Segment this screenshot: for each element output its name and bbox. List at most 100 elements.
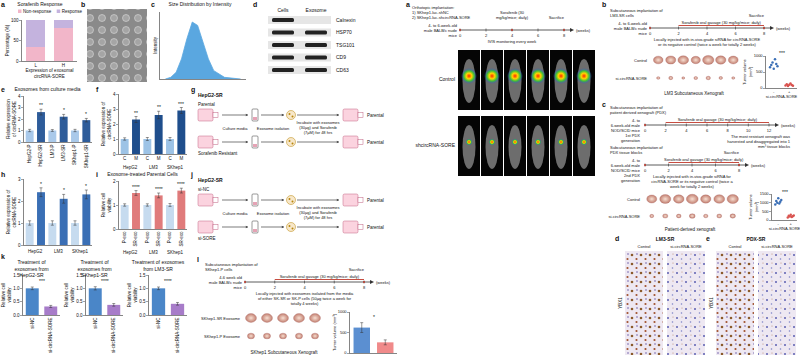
svg-text:mm³ tissue blocks: mm³ tissue blocks: [758, 144, 790, 149]
svg-text:***: ***: [178, 101, 184, 107]
svg-text:1000: 1000: [760, 200, 770, 205]
svg-text:2: 2: [485, 33, 488, 38]
svg-text:0.0: 0.0: [13, 313, 20, 318]
svg-text:PDX tissue blocks: PDX tissue blocks: [610, 150, 642, 155]
svg-text:si-NC: si-NC: [30, 317, 35, 329]
svg-text:1000: 1000: [754, 53, 764, 58]
svg-text:(weeks): (weeks): [576, 28, 591, 33]
svg-text:0: 0: [760, 85, 763, 90]
svg-text:-: -: [773, 89, 775, 94]
svg-text:1: 1: [18, 128, 21, 133]
svg-text:*: *: [85, 183, 87, 189]
svg-text:YBX1: YBX1: [709, 297, 714, 309]
svg-text:2: 2: [18, 117, 21, 122]
svg-text:*: *: [63, 107, 65, 113]
svg-text:HepG2: HepG2: [28, 249, 43, 254]
svg-text:LM3: LM3: [149, 165, 158, 170]
svg-text:Calnexin: Calnexin: [336, 17, 356, 23]
svg-text:8: 8: [563, 33, 566, 38]
svg-text:Sorafenib oral gavage (30 mg/k: Sorafenib oral gavage (30 mg/kg/mice; da…: [678, 117, 758, 122]
svg-text:Exosome isolation: Exosome isolation: [257, 126, 289, 131]
svg-text:2: 2: [274, 285, 277, 290]
svg-text:8: 8: [727, 128, 730, 133]
svg-text:SR-exo: SR-exo: [156, 231, 161, 247]
svg-text:8: 8: [363, 285, 366, 290]
svg-text:si-circRNA-SORE: si-circRNA-SORE: [769, 226, 800, 231]
svg-text:LM3-SR cells: LM3-SR cells: [610, 13, 634, 18]
svg-text:10: 10: [746, 128, 751, 133]
svg-text:0: 0: [16, 59, 19, 64]
svg-text:NOD/SCID mice: NOD/SCID mice: [611, 168, 641, 173]
svg-text:Size Distribution by Intensity: Size Distribution by Intensity: [169, 1, 232, 7]
svg-text:100: 100: [11, 18, 19, 23]
svg-text:SKhep1: SKhep1: [167, 250, 184, 255]
svg-text:C: C: [168, 156, 172, 161]
svg-text:Exosome: Exosome: [306, 7, 327, 13]
svg-text:Parental: Parental: [198, 102, 215, 107]
svg-text:LM3: LM3: [54, 249, 63, 254]
svg-text:***: ***: [779, 50, 785, 56]
svg-text:*: *: [85, 111, 87, 117]
svg-text:g: g: [191, 86, 195, 94]
svg-text:*: *: [373, 314, 375, 320]
svg-text:***: ***: [782, 189, 788, 195]
svg-text:e: e: [706, 235, 710, 242]
svg-text:*: *: [63, 187, 65, 193]
svg-text:Cells: Cells: [277, 7, 289, 13]
svg-text:si-NC: si-NC: [198, 187, 210, 192]
svg-text:si-circRNA-SORE: si-circRNA-SORE: [175, 317, 180, 353]
svg-text:si-circRNA-SORE: si-circRNA-SORE: [615, 76, 647, 81]
svg-text:SKhep1-SR: SKhep1-SR: [84, 144, 89, 169]
svg-text:0: 0: [18, 140, 21, 145]
svg-text:LM3: LM3: [149, 250, 158, 255]
svg-text:+: +: [790, 221, 793, 226]
svg-text:1500: 1500: [760, 191, 770, 196]
svg-text:HepG2: HepG2: [123, 250, 138, 255]
svg-text:0.5: 0.5: [13, 299, 20, 304]
svg-text:0.0: 0.0: [139, 313, 146, 318]
svg-text:0: 0: [113, 227, 116, 232]
svg-text:50: 50: [13, 38, 19, 43]
svg-text:0: 0: [18, 243, 21, 248]
svg-text:(weeks): (weeks): [781, 123, 796, 128]
svg-text:Relative expression ofcircRNA-: Relative expression ofcircRNA-SORE: [101, 101, 112, 146]
svg-text:Sacrifice: Sacrifice: [349, 267, 365, 272]
svg-text:l: l: [197, 256, 199, 263]
svg-text:c: c: [151, 1, 155, 8]
svg-text:1: 1: [18, 221, 21, 226]
svg-text:P-exo: P-exo: [145, 231, 150, 243]
svg-text:Relative expression ofcircRNA-: Relative expression ofcircRNA-SORE: [6, 189, 17, 234]
svg-text:0: 0: [644, 168, 647, 173]
svg-text:si-NC: si-NC: [156, 317, 161, 329]
svg-text:4: 4: [685, 128, 688, 133]
svg-text:1: 1: [113, 137, 116, 142]
svg-text:1.5: 1.5: [76, 273, 83, 278]
svg-text:P-exo: P-exo: [122, 231, 127, 243]
svg-text:Control: Control: [729, 244, 742, 249]
svg-text:*: *: [40, 181, 42, 187]
svg-text:Sorafenib Response: Sorafenib Response: [17, 1, 63, 7]
svg-text:1000: 1000: [338, 309, 348, 314]
svg-text:0: 0: [113, 152, 116, 157]
svg-text:d: d: [253, 1, 257, 8]
svg-text:6: 6: [537, 33, 540, 38]
svg-text:Sacrifice: Sacrifice: [749, 13, 765, 18]
svg-text:M: M: [179, 156, 183, 161]
svg-text:Treatment ofexosomes fromSKhep: Treatment ofexosomes fromSKhep1-SR: [77, 259, 111, 278]
svg-text:CD63: CD63: [336, 67, 349, 73]
svg-text:4: 4: [303, 285, 306, 290]
svg-text:Sacrifice: Sacrifice: [724, 150, 740, 155]
svg-text:+: +: [788, 89, 791, 94]
svg-text:NOD/SCID mice: NOD/SCID mice: [611, 128, 641, 133]
svg-text:week for totally 2 weeks): week for totally 2 weeks): [670, 184, 714, 189]
svg-text:1.0: 1.0: [76, 286, 83, 291]
svg-text:1.0: 1.0: [13, 286, 20, 291]
svg-text:SKhep1-P: SKhep1-P: [72, 144, 77, 165]
svg-text:****: ****: [164, 278, 172, 284]
svg-text:HepG2-P: HepG2-P: [27, 144, 32, 163]
svg-text:e: e: [1, 86, 5, 93]
svg-text:h: h: [1, 171, 5, 178]
svg-text:**: **: [134, 110, 138, 116]
svg-text:Relative cellviability: Relative cellviability: [127, 283, 138, 307]
svg-text:(weeks): (weeks): [376, 280, 391, 285]
